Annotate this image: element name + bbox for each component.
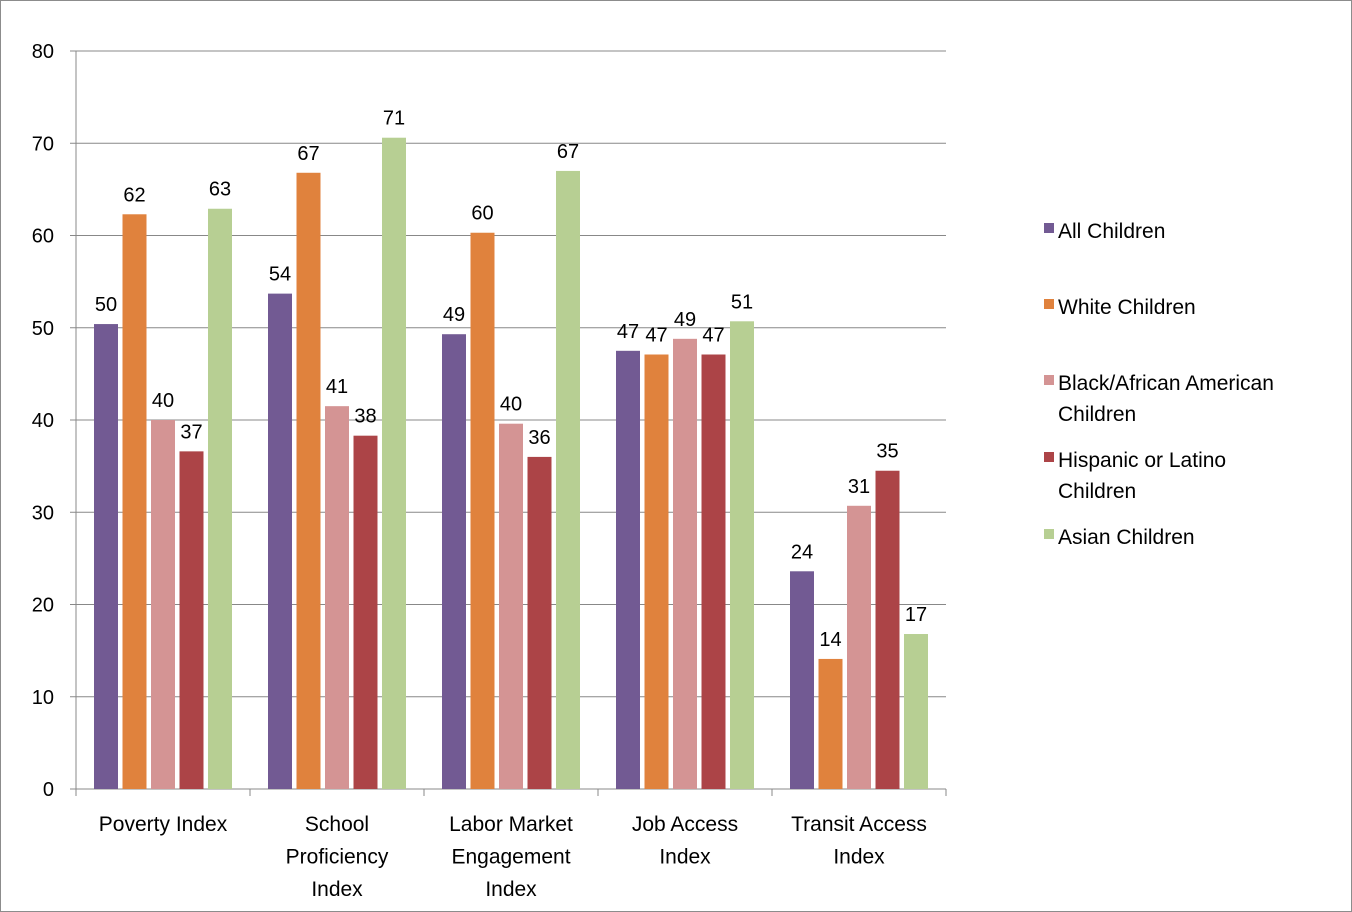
bar <box>382 137 406 790</box>
data-label: 14 <box>819 629 841 651</box>
bar <box>442 334 466 789</box>
y-tick-label: 70 <box>32 133 54 155</box>
legend-entry: Hispanic or Latino <box>1058 449 1226 472</box>
bar <box>556 170 580 790</box>
data-label: 40 <box>152 390 174 412</box>
bar <box>904 634 928 789</box>
category-label: Index <box>311 878 363 901</box>
category-label: Index <box>659 846 711 869</box>
data-label: 40 <box>500 394 522 416</box>
data-label: 47 <box>617 321 639 343</box>
y-tick-label: 20 <box>32 595 54 617</box>
category-label: Proficiency <box>286 846 389 869</box>
legend-entry: Children <box>1058 480 1136 503</box>
bar <box>325 406 349 789</box>
category-label: Job Access <box>632 813 738 836</box>
legend-entry: Black/African American <box>1058 372 1274 395</box>
data-label: 50 <box>95 294 117 316</box>
data-label: 35 <box>876 441 898 463</box>
bar <box>94 324 118 789</box>
data-label: 37 <box>180 421 202 443</box>
bar <box>470 232 495 790</box>
bar <box>208 208 232 789</box>
data-label: 67 <box>297 143 319 165</box>
bar <box>790 571 814 789</box>
bar <box>527 456 552 789</box>
data-label: 17 <box>905 604 927 626</box>
y-tick-label: 0 <box>43 779 54 801</box>
data-label: 41 <box>326 376 348 398</box>
bar <box>644 354 669 789</box>
category-label: Index <box>485 878 537 901</box>
bar <box>179 451 204 789</box>
data-label: 60 <box>471 203 493 225</box>
data-label: 36 <box>528 427 550 449</box>
legend-swatch <box>1044 452 1054 462</box>
legend-swatch <box>1044 223 1054 233</box>
bar <box>122 214 147 790</box>
bar <box>499 423 523 789</box>
bar <box>616 350 640 789</box>
bar <box>353 435 378 789</box>
bar <box>875 470 900 789</box>
category-label: Engagement <box>451 846 570 869</box>
bar <box>847 505 871 789</box>
data-label: 47 <box>645 325 667 347</box>
y-tick-label: 50 <box>32 318 54 340</box>
data-label: 63 <box>209 179 231 201</box>
data-label: 24 <box>791 541 813 563</box>
y-tick-label: 40 <box>32 410 54 432</box>
bar <box>268 293 292 789</box>
data-label: 51 <box>731 291 753 313</box>
legend-entry: Asian Children <box>1058 526 1195 549</box>
data-label: 67 <box>557 141 579 163</box>
legend-entry: All Children <box>1058 220 1165 243</box>
bar <box>151 420 175 789</box>
data-label: 71 <box>383 108 405 130</box>
bar <box>296 172 321 789</box>
data-label: 62 <box>123 184 145 206</box>
legend-entry: White Children <box>1058 296 1196 319</box>
category-label: Labor Market <box>449 813 573 836</box>
bar <box>701 354 726 789</box>
data-label: 38 <box>354 406 376 428</box>
data-label: 49 <box>443 304 465 326</box>
y-tick-label: 30 <box>32 502 54 524</box>
data-label: 54 <box>269 264 291 286</box>
legend-entry: Children <box>1058 403 1136 426</box>
y-tick-label: 80 <box>32 41 54 63</box>
category-label: Poverty Index <box>99 813 228 836</box>
bar <box>818 658 843 789</box>
data-label: 31 <box>848 476 870 498</box>
bar <box>673 338 697 789</box>
y-tick-label: 10 <box>32 687 54 709</box>
legend-swatch <box>1044 529 1054 539</box>
category-label: Transit Access <box>791 813 927 836</box>
data-label: 49 <box>674 309 696 331</box>
legend-swatch <box>1044 375 1054 385</box>
category-label: School <box>305 813 369 836</box>
category-label: Index <box>833 846 885 869</box>
bar <box>730 321 754 789</box>
data-label: 47 <box>702 325 724 347</box>
y-tick-label: 60 <box>32 226 54 248</box>
legend-swatch <box>1044 299 1054 309</box>
